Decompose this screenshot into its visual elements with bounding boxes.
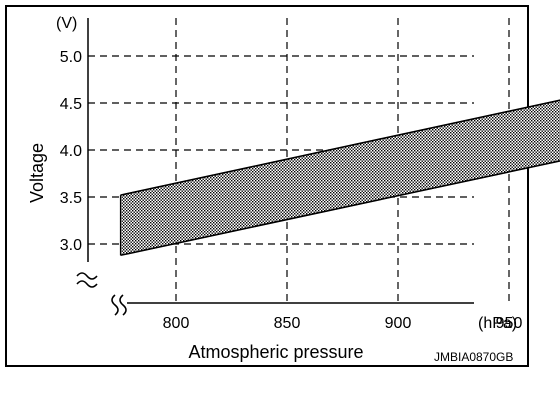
- band-lower-line: [120, 160, 560, 257]
- x-unit-label: (hPa): [478, 315, 517, 332]
- x-tick-labels: 80085090095010001050: [163, 315, 523, 332]
- y-tick-label-1: 3.5: [60, 190, 82, 207]
- x-tick-label-2: 900: [385, 315, 412, 332]
- y-tick-label-3: 4.5: [60, 96, 82, 113]
- x-axis-title: Atmospheric pressure: [188, 342, 363, 362]
- y-tick-label-2: 4.0: [60, 143, 82, 160]
- x-tick-label-0: 800: [163, 315, 190, 332]
- band-fill: [120, 100, 560, 256]
- y-tick-label-4: 5.0: [60, 49, 82, 66]
- y-unit-label: (V): [56, 15, 77, 32]
- band-upper-line: [120, 99, 560, 196]
- y-axis-title: Voltage: [27, 143, 47, 203]
- voltage-band: [119, 99, 560, 257]
- x-tick-label-1: 850: [274, 315, 301, 332]
- x-axis-break-icon: [111, 294, 127, 316]
- x-tick-label-3: 950: [496, 315, 523, 332]
- y-tick-labels: 3.0 3.5 4.0 4.5 5.0: [60, 49, 82, 254]
- figure-code: JMBIA0870GB: [434, 350, 513, 364]
- y-axis-break-icon: [76, 272, 98, 288]
- y-tick-label-0: 3.0: [60, 237, 82, 254]
